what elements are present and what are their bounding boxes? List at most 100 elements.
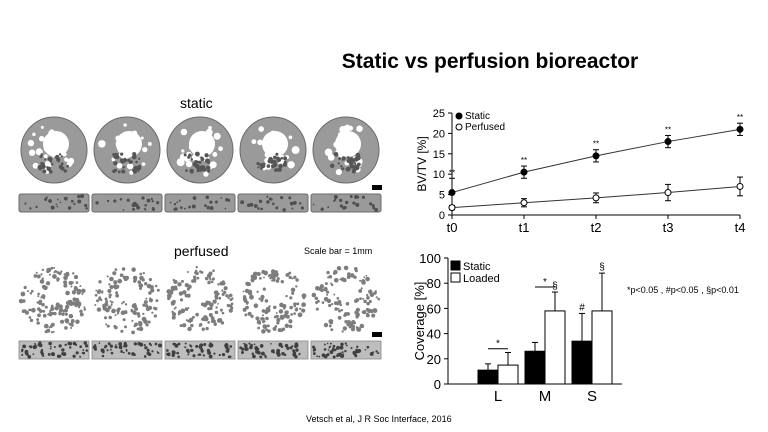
- scaffold-fragment: [267, 274, 271, 278]
- scaffold-hole: [279, 140, 287, 148]
- scaffold-hole: [188, 143, 197, 151]
- scaffold-fragment: [189, 320, 192, 324]
- scaffold-side-texture: [341, 351, 344, 354]
- scaffold-fragment: [41, 268, 45, 272]
- scaffold-side-texture: [289, 346, 293, 350]
- scaffold-side-texture: [166, 353, 169, 356]
- scaffold-fragment: [276, 321, 280, 325]
- scaffold-fragment: [375, 296, 378, 299]
- scaffold-side-texture: [198, 345, 203, 349]
- scaffold-fragment: [74, 297, 80, 303]
- scaffold-side-texture: [56, 354, 61, 359]
- scaffold-side-texture: [171, 353, 174, 356]
- scaffold-side-texture: [169, 201, 172, 204]
- scaffold-fragment: [104, 302, 109, 307]
- scaffold-fragment: [145, 297, 148, 300]
- scaffold-texture: [267, 158, 273, 164]
- scaffold-fragment: [276, 277, 280, 281]
- scaffold-fragment: [132, 275, 138, 281]
- scaffold-fragment: [334, 307, 338, 311]
- scaffold-side-texture: [115, 344, 117, 346]
- scaffold-fragment: [374, 290, 377, 293]
- y-tick-label: 0: [434, 377, 441, 392]
- scaffold-side-texture: [251, 352, 255, 355]
- scaffold-side-texture: [85, 207, 88, 210]
- y-tick-label: 15: [433, 149, 445, 161]
- scaffold-side-texture: [131, 352, 135, 356]
- scaffold-side-texture: [151, 200, 154, 203]
- bvtv-line-chart: 0 5 10 15 20 25 t0 t1 t2 t3 t4 BV/TV [%] ** ** ** ** ** S…: [415, 108, 745, 235]
- scaffold-fragment: [50, 306, 55, 311]
- scaffold-fragment: [72, 272, 75, 275]
- scaffold-fragment: [262, 287, 266, 291]
- scaffold-fragment: [195, 271, 199, 276]
- scaffold-side-texture: [312, 352, 316, 355]
- scaffold-fragment: [48, 312, 53, 317]
- scaffold-fragment: [353, 299, 358, 303]
- scaffold-hole: [347, 125, 354, 131]
- scaffold-fragment: [324, 282, 328, 286]
- scaffold-side-texture: [29, 345, 33, 349]
- scaffold-texture: [273, 155, 277, 160]
- scaffold-texture: [348, 167, 351, 170]
- scaffold-fragment: [113, 284, 118, 289]
- scaffold-fragment: [142, 272, 145, 275]
- scaffold-fragment: [242, 290, 245, 293]
- scaffold-hole: [129, 170, 134, 175]
- scaffold-fragment: [153, 306, 156, 310]
- scaffold-side-texture: [126, 198, 130, 202]
- scaffold-side-texture: [345, 344, 348, 347]
- scaffold-side-texture: [289, 201, 294, 206]
- significance-mark: **: [521, 156, 527, 165]
- scaffold-fragment: [289, 296, 293, 300]
- scaffold-side-texture: [84, 203, 88, 208]
- scaffold-fragment: [54, 270, 57, 273]
- scaffold-fragment: [212, 299, 215, 302]
- scaffold-fragment: [41, 284, 47, 289]
- scaffold-fragment: [372, 308, 378, 313]
- scaffold-hole: [337, 136, 341, 141]
- scaffold-texture: [58, 164, 64, 170]
- scaffold-hole: [54, 143, 60, 149]
- scaffold-side-texture: [257, 207, 260, 210]
- scaffold-texture: [46, 166, 52, 172]
- scaffold-side-texture: [203, 342, 207, 347]
- x-tick-label: t3: [663, 220, 674, 235]
- scaffold-side-texture: [101, 354, 105, 358]
- scaffold-fragment: [263, 276, 265, 279]
- scaffold-fragment: [171, 315, 176, 320]
- scaffold-side-texture: [249, 343, 253, 348]
- scaffold-fragment: [139, 275, 144, 281]
- scaffold-fragment: [171, 312, 177, 317]
- scaffold-fragment: [261, 314, 264, 317]
- scaffold-side-texture: [270, 198, 273, 201]
- scaffold-fragment: [79, 312, 84, 317]
- scaffold-side-texture: [323, 348, 327, 351]
- scaffold-texture: [131, 154, 137, 160]
- scaffold-side-texture: [120, 350, 123, 353]
- scaffold-side-texture: [125, 349, 128, 352]
- scaffold-fragment: [261, 271, 264, 274]
- scaffold-side-texture: [21, 353, 24, 356]
- scaffold-fragment: [202, 302, 208, 308]
- scaffold-side-texture: [197, 354, 200, 356]
- scaffold-fragment: [326, 270, 330, 275]
- scaffold-fragment: [115, 291, 119, 295]
- scaffold-fragment: [77, 306, 81, 309]
- scaffold-fragment: [328, 319, 333, 324]
- scaffold-side-texture: [339, 345, 344, 350]
- scaffold-texture: [40, 162, 44, 166]
- scaffold-side-texture: [253, 343, 256, 346]
- scaffold-side-texture: [350, 346, 353, 350]
- scaffold-side-texture: [281, 351, 285, 356]
- x-tick-label: S: [587, 388, 597, 405]
- scaffold-side-texture: [49, 347, 52, 350]
- scaffold-fragment: [35, 271, 38, 274]
- scaffold-side-texture: [295, 348, 299, 352]
- scaffold-side-texture: [266, 195, 269, 198]
- scaffold-side-texture: [282, 208, 286, 212]
- scaffold-fragment: [260, 317, 264, 321]
- scaffold-fragment: [81, 288, 86, 294]
- scaffold-fragment: [273, 305, 277, 310]
- scaffold-fragment: [297, 312, 303, 318]
